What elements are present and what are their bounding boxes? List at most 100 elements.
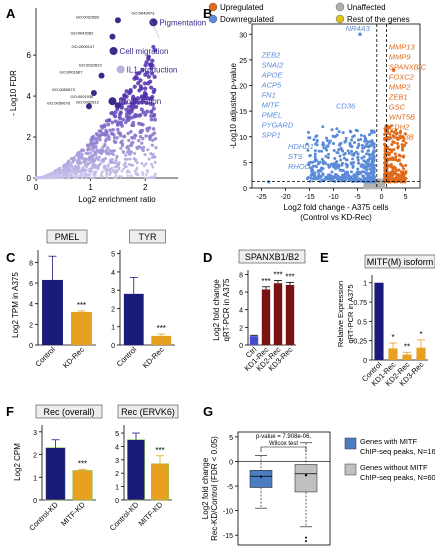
a-go-point [101, 170, 104, 173]
b-point-down [342, 153, 346, 157]
c-pmel-y-tick-label: 0 [29, 343, 33, 350]
a-go-point [146, 81, 151, 86]
b-point-up [387, 153, 391, 157]
g-annotation: p-value = 7.908e-06, [256, 434, 312, 440]
a-go-point [141, 148, 145, 152]
c-pmel-category-label: KD-Rec [61, 345, 86, 370]
a-go-point [101, 157, 105, 161]
a-go-point [114, 158, 118, 162]
b-point-up [392, 148, 396, 152]
b-point-down [365, 164, 369, 168]
a-go-point [123, 157, 127, 161]
a-go-point [65, 175, 68, 178]
b-point-down [360, 143, 364, 147]
b-point-up [391, 68, 396, 72]
b-point-down [312, 138, 316, 142]
b-x-tick-label: -20 [281, 194, 291, 201]
a-go-point [151, 127, 156, 131]
a-go-point [76, 176, 80, 179]
b-point-up [383, 166, 387, 170]
a-go-id-label: GO:0032623 [79, 62, 103, 67]
b-point-down [316, 162, 320, 166]
b-legend-marker [335, 14, 345, 24]
b-point-up [400, 143, 404, 147]
b-point-down [365, 168, 369, 172]
a-go-point [137, 138, 141, 143]
d-spanx-y-tick-label: 6 [239, 290, 243, 297]
b-point-up [391, 140, 395, 144]
a-go-id-label: GO:0032612 [76, 99, 100, 104]
a-go-point [73, 166, 76, 170]
b-point-down [350, 153, 354, 157]
b-y-tick-label: 25 [239, 58, 247, 65]
b-point-down [329, 178, 333, 182]
a-go-point [54, 176, 58, 180]
b-point-down [335, 173, 339, 177]
a-go-point [129, 130, 133, 134]
a-go-point [149, 66, 154, 71]
a-go-point [78, 162, 82, 165]
a-go-point [153, 175, 157, 179]
a-go-point [117, 167, 121, 171]
a-go-point [126, 174, 130, 178]
a-go-point [129, 150, 133, 154]
a-go-point [115, 171, 118, 174]
a-go-point [91, 157, 95, 161]
a-go-point [60, 176, 63, 179]
d-spanx-title-box [238, 249, 306, 264]
b-point-down [357, 142, 361, 146]
a-go-point [154, 146, 158, 150]
a-go-point [122, 93, 127, 98]
b-point-up [383, 147, 387, 151]
f-ervk6-category-label: MITF-KD [137, 500, 165, 528]
a-go-point [151, 138, 155, 142]
a-go-point [82, 159, 86, 163]
a-go-point [139, 95, 144, 100]
b-point-up [395, 142, 399, 146]
b-point-down [308, 179, 312, 183]
b-point-down [357, 172, 361, 176]
a-go-point [80, 148, 84, 152]
b-point-down [342, 156, 346, 160]
a-y-tick-label: 4 [27, 92, 32, 101]
a-go-point [132, 157, 136, 161]
f-ervk6-significance: *** [155, 446, 164, 455]
a-go-point [115, 122, 120, 126]
a-go-point [53, 174, 56, 178]
a-go-point [105, 174, 108, 178]
a-go-point [106, 122, 111, 127]
b-point-up [399, 163, 403, 167]
a-go-point [150, 143, 154, 147]
f-ervk6-y-tick-label: 4 [115, 444, 119, 451]
a-labeled-point [114, 17, 121, 24]
e-mitf-significance: ** [404, 342, 410, 351]
b-point-down [353, 141, 357, 145]
a-go-point [132, 76, 137, 81]
b-point-down [367, 133, 371, 137]
b-point-up [383, 157, 387, 161]
a-go-point [59, 170, 63, 174]
b-point-up [398, 131, 402, 135]
a-go-point [126, 147, 131, 151]
d-spanx-significance: *** [261, 277, 270, 286]
a-go-point [118, 110, 123, 115]
b-point-down [356, 152, 360, 156]
f-ervk6-y-tick-label: 1 [115, 485, 119, 492]
b-point-down [314, 165, 318, 169]
g-legend-label: ChIP-seq peaks, N=606 [360, 473, 435, 482]
a-go-point [107, 137, 111, 141]
a-go-point [83, 163, 87, 167]
a-go-point [104, 169, 108, 172]
b-point-down [349, 175, 353, 179]
b-point-unaffected [371, 185, 375, 188]
a-go-point [146, 74, 151, 79]
b-point-up [389, 124, 393, 128]
a-go-point [149, 114, 154, 118]
a-go-point [151, 132, 155, 137]
a-go-point [66, 161, 69, 165]
a-go-point [111, 128, 115, 132]
d-spanx-title: SPANXB1/B2 [245, 252, 299, 262]
a-go-point [146, 170, 149, 174]
a-go-point [139, 122, 143, 126]
g-mean-point [259, 475, 263, 478]
